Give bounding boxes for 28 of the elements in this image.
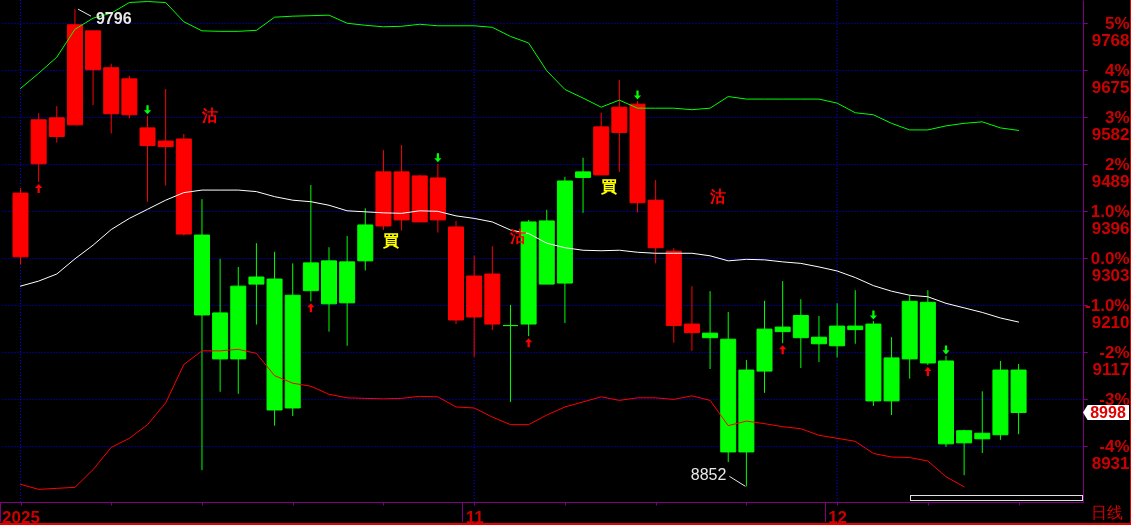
x-axis-title: 日线 — [1091, 503, 1123, 522]
annotation: 沽 — [200, 105, 218, 125]
y2-tick-label: -1.0% — [1085, 295, 1130, 315]
annotation: 9796 — [95, 10, 132, 28]
y2-tick-label: 4% — [1104, 60, 1130, 80]
y-tick-label: 9675 — [1091, 78, 1130, 98]
x-tick-label: 2025 — [2, 507, 40, 525]
y2-tick-label: 1.0% — [1090, 201, 1130, 221]
y2-tick-label: 2% — [1104, 154, 1130, 174]
y-tick-label: 9303 — [1091, 266, 1130, 286]
y-tick-label: 9489 — [1091, 172, 1130, 192]
annotation: 沽 — [709, 187, 727, 207]
x-tick-label: 12 — [828, 507, 848, 525]
y2-tick-label: -2% — [1099, 342, 1130, 362]
y2-tick-label: 5% — [1104, 13, 1130, 33]
y-tick-label: 9396 — [1091, 219, 1130, 239]
y2-tick-label: 3% — [1104, 107, 1130, 127]
y2-tick-label: 0.0% — [1090, 248, 1130, 268]
y-tick-label: 8931 — [1091, 454, 1130, 474]
annotation: 買 — [382, 231, 400, 250]
y2-tick-label: -4% — [1099, 436, 1130, 456]
y-tick-label: 9582 — [1091, 125, 1130, 145]
annotation: 8852 — [690, 466, 727, 484]
x-tick-label: 11 — [465, 507, 484, 525]
y-tick-label: 9117 — [1092, 360, 1130, 380]
annotation: 買 — [600, 176, 618, 196]
y-tick-label: 9210 — [1091, 313, 1130, 333]
y-tick-label: 9768 — [1091, 31, 1130, 51]
